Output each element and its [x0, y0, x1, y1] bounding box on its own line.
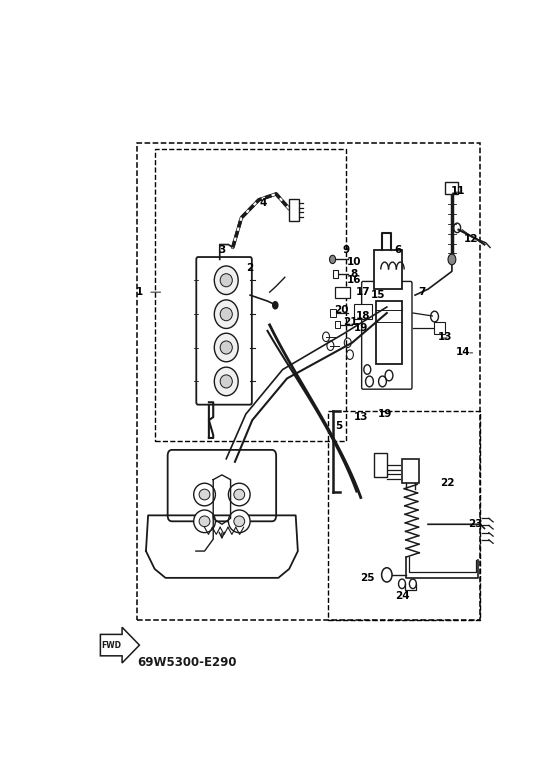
Bar — [155, 149, 346, 441]
Ellipse shape — [220, 341, 232, 354]
Text: 10: 10 — [347, 257, 362, 267]
Text: 16: 16 — [347, 275, 362, 285]
Ellipse shape — [194, 510, 216, 533]
Circle shape — [329, 255, 335, 264]
Circle shape — [273, 301, 278, 309]
Bar — [333, 270, 338, 278]
Bar — [433, 322, 445, 334]
Polygon shape — [146, 516, 298, 578]
Bar — [376, 301, 402, 363]
Text: 13: 13 — [353, 412, 368, 422]
Ellipse shape — [228, 483, 250, 506]
Text: 7: 7 — [418, 287, 425, 297]
Circle shape — [448, 254, 456, 265]
Text: 6: 6 — [394, 246, 402, 256]
FancyBboxPatch shape — [197, 257, 252, 404]
Ellipse shape — [220, 308, 232, 321]
Text: 15: 15 — [371, 290, 385, 300]
Text: 21: 21 — [343, 317, 357, 327]
Ellipse shape — [234, 489, 245, 500]
Text: 17: 17 — [356, 287, 370, 297]
Bar — [328, 411, 480, 619]
Polygon shape — [100, 627, 139, 663]
Ellipse shape — [214, 300, 238, 329]
Ellipse shape — [214, 266, 238, 295]
Bar — [330, 309, 335, 317]
Bar — [374, 453, 387, 477]
Text: 18: 18 — [356, 311, 370, 321]
Bar — [374, 250, 402, 289]
Text: 4: 4 — [259, 198, 267, 208]
Ellipse shape — [194, 483, 216, 506]
Text: FWD: FWD — [101, 641, 121, 649]
Ellipse shape — [234, 516, 245, 526]
Ellipse shape — [220, 375, 232, 388]
FancyBboxPatch shape — [167, 450, 276, 521]
Text: 20: 20 — [334, 305, 348, 315]
Bar — [445, 182, 459, 194]
Text: 19: 19 — [353, 323, 368, 333]
Text: 24: 24 — [395, 591, 409, 601]
Ellipse shape — [220, 274, 232, 287]
Bar — [137, 143, 480, 619]
Text: 2: 2 — [246, 264, 254, 274]
Text: 5: 5 — [335, 421, 343, 431]
Bar — [402, 459, 419, 482]
Text: 25: 25 — [360, 573, 375, 583]
Text: 11: 11 — [451, 186, 466, 196]
Text: 19: 19 — [377, 409, 392, 419]
Ellipse shape — [228, 510, 250, 533]
Bar — [289, 199, 298, 221]
Text: 22: 22 — [440, 478, 455, 488]
Bar — [354, 304, 372, 319]
Text: 8: 8 — [351, 269, 358, 279]
Text: 23: 23 — [469, 519, 483, 530]
Text: 1: 1 — [136, 287, 143, 297]
Ellipse shape — [199, 516, 210, 526]
Ellipse shape — [199, 489, 210, 500]
Text: 12: 12 — [464, 233, 479, 243]
Bar — [335, 322, 340, 329]
Text: 13: 13 — [438, 332, 452, 342]
Text: 9: 9 — [342, 246, 349, 256]
Ellipse shape — [214, 367, 238, 396]
Bar — [335, 288, 350, 298]
Text: 14: 14 — [455, 346, 470, 356]
Text: 3: 3 — [218, 246, 226, 256]
Text: 69W5300-E290: 69W5300-E290 — [137, 656, 237, 669]
Ellipse shape — [214, 333, 238, 362]
